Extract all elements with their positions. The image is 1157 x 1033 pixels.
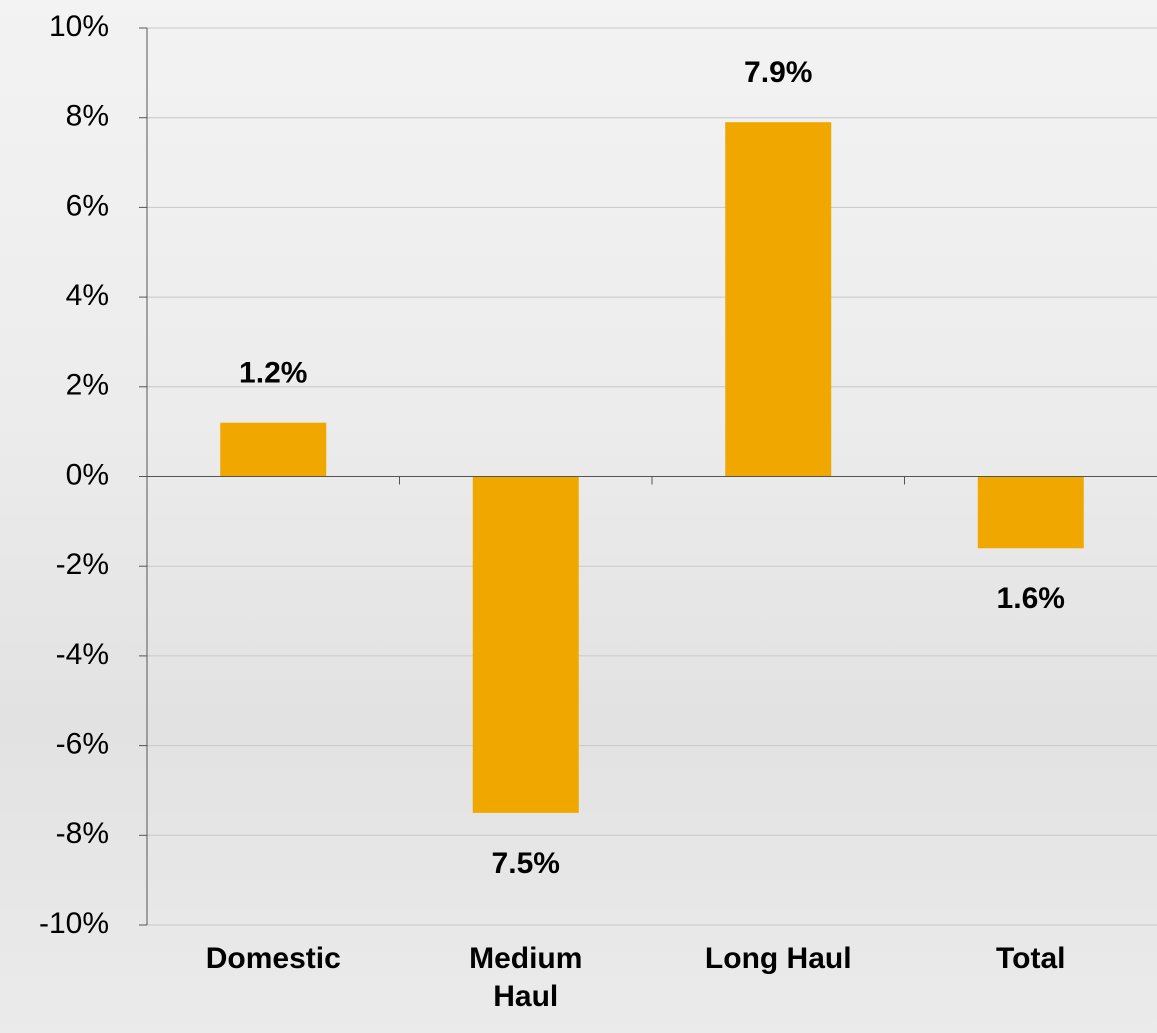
value-label: 7.5% bbox=[492, 847, 560, 880]
value-label: 7.9% bbox=[744, 56, 812, 89]
bar bbox=[977, 476, 1084, 549]
y-tick-label: -6% bbox=[56, 728, 109, 761]
bar bbox=[220, 422, 327, 477]
x-tick-label: Medium Haul bbox=[469, 942, 583, 1013]
value-label: 1.2% bbox=[239, 357, 307, 390]
y-tick-label: 8% bbox=[66, 100, 109, 133]
y-tick-label: 2% bbox=[66, 369, 109, 402]
y-tick-label: -4% bbox=[56, 638, 109, 671]
y-tick-label: 10% bbox=[49, 10, 109, 43]
x-tick-label: Domestic bbox=[205, 942, 341, 975]
value-label: 1.6% bbox=[997, 582, 1065, 615]
x-tick-label: Total bbox=[996, 942, 1066, 975]
y-tick-label: 4% bbox=[66, 279, 109, 312]
x-tick-label: Long Haul bbox=[704, 942, 852, 975]
y-tick-label: -2% bbox=[56, 548, 109, 581]
y-tick-label: -8% bbox=[56, 817, 109, 850]
bar bbox=[472, 476, 579, 813]
bar bbox=[725, 122, 832, 477]
y-tick-label: -10% bbox=[39, 907, 109, 940]
y-tick-label: 6% bbox=[66, 189, 109, 222]
y-tick-label: 0% bbox=[66, 458, 109, 491]
